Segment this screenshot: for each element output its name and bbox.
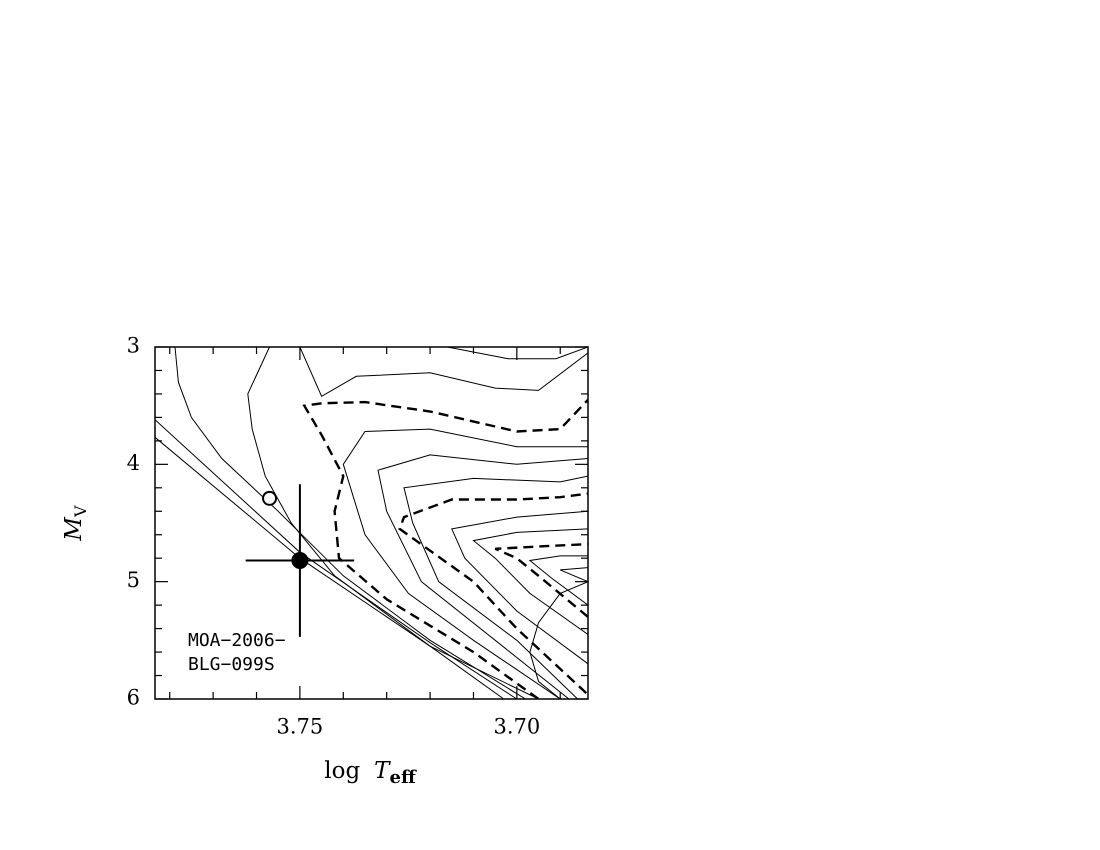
y-tick-label: 6 — [127, 686, 140, 710]
annotation: MOA−2006− — [188, 630, 286, 651]
y-axis-title-var: M — [61, 516, 87, 542]
isochrone — [342, 428, 588, 699]
x-axis-title-text: log — [324, 758, 360, 784]
isochrone — [451, 510, 588, 665]
plot-frame — [154, 346, 589, 700]
y-tick-label: 3 — [127, 334, 140, 358]
x-axis-title-sub: eff — [390, 767, 417, 788]
y-tick-label: 4 — [127, 451, 140, 475]
open-point — [262, 490, 278, 506]
isochrone — [398, 492, 588, 694]
plot-area — [155, 347, 588, 699]
star-point — [291, 552, 309, 570]
isochrone — [247, 347, 539, 699]
x-tick-label: 3.75 — [277, 715, 324, 739]
isochrone — [377, 454, 588, 699]
y-axis-title-sub: V — [71, 505, 90, 518]
isochrone — [302, 398, 588, 699]
isochrone — [155, 419, 518, 699]
isochrone — [494, 542, 588, 618]
annotation: BLG−099S — [188, 654, 275, 675]
isochrone — [155, 436, 505, 699]
x-tick-label: 3.70 — [493, 715, 540, 739]
y-axis-title: MV — [61, 505, 90, 542]
isochrone — [299, 347, 588, 398]
isochrone — [528, 555, 588, 606]
isochrone — [560, 567, 588, 583]
isochrone — [174, 347, 526, 699]
y-tick-label: 5 — [127, 568, 140, 592]
isochrone — [529, 581, 588, 699]
isochrone — [472, 528, 588, 635]
x-axis-title: log Teff — [324, 758, 417, 788]
isochrone — [403, 475, 588, 699]
x-axis-title-var: T — [374, 758, 391, 784]
isochrone — [447, 347, 588, 360]
